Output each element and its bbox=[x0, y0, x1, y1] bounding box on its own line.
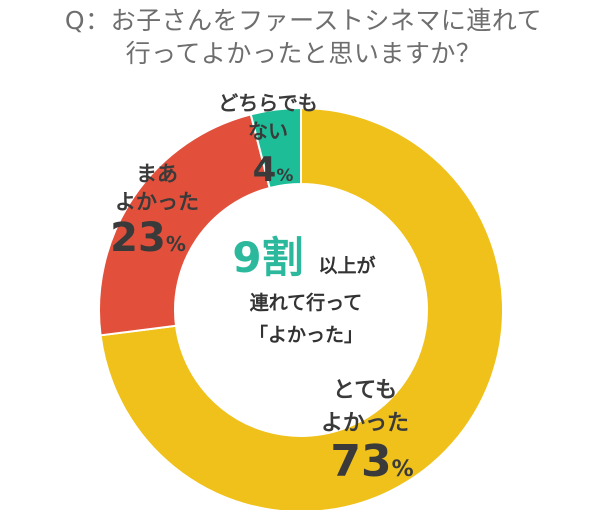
slice-1-value: 23% bbox=[110, 215, 186, 261]
slice-0-label-line-0: とても bbox=[333, 378, 397, 403]
slice-0-label-line-1: よかった bbox=[321, 411, 409, 436]
center-line3: 「よかった」 bbox=[249, 323, 363, 346]
center-line1-rest: 以上が bbox=[318, 254, 375, 277]
chart-title: Q：お子さんをファーストシネマに連れて 行ってよかったと思いますか？ bbox=[0, 4, 607, 70]
center-highlight: 9割 bbox=[232, 233, 303, 282]
slice-2-label-line-1: ない bbox=[248, 119, 288, 143]
title-line-2: 行ってよかったと思いますか？ bbox=[125, 39, 482, 68]
slice-1-label-line-0: まあ bbox=[136, 162, 178, 186]
center-text: 9割 以上が 連れて行って 「よかった」 bbox=[232, 233, 375, 346]
center-line2: 連れて行って bbox=[250, 291, 362, 314]
slice-0-value: 73% bbox=[330, 436, 413, 487]
slices-group bbox=[98, 106, 504, 510]
slice-2-label-line-0: どちらでも bbox=[218, 91, 317, 115]
slice-2-value: 4% bbox=[253, 150, 294, 190]
slice-1 bbox=[98, 113, 271, 337]
slice-2 bbox=[249, 106, 302, 190]
title-line-1: Q：お子さんをファーストシネマに連れて bbox=[64, 6, 543, 35]
slice-1-label-line-1: よかった bbox=[115, 190, 199, 214]
slice-0 bbox=[99, 106, 504, 510]
